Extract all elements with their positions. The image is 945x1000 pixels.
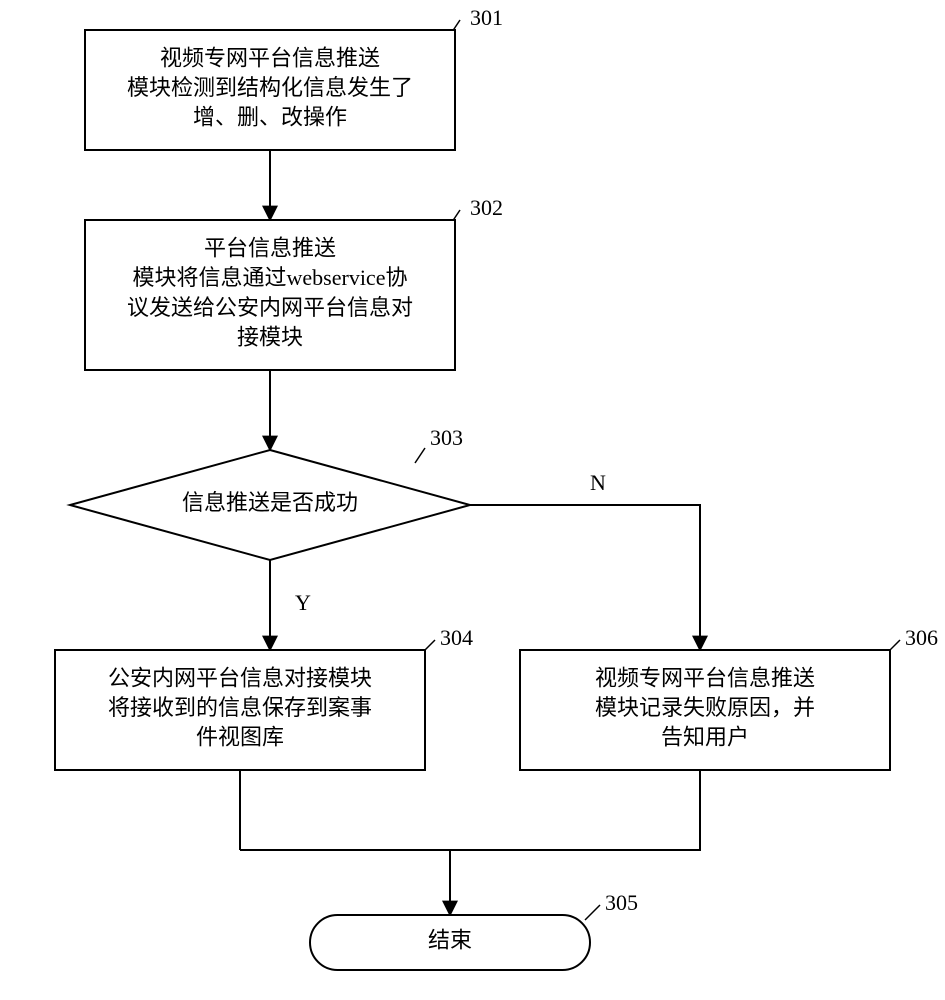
node-n301: 视频专网平台信息推送模块检测到结构化信息发生了增、删、改操作 301 [85, 5, 503, 150]
node-text: 结束 [428, 928, 472, 953]
node-n305: 结束 305 [310, 890, 638, 970]
node-text: 告知用户 [661, 725, 749, 750]
node-n304: 公安内网平台信息对接模块将接收到的信息保存到案事件视图库 304 [55, 625, 473, 770]
edge-label: N [590, 470, 606, 495]
node-text: 模块检测到结构化信息发生了 [127, 75, 413, 100]
node-text: 将接收到的信息保存到案事 [108, 695, 372, 720]
node-text: 增、删、改操作 [193, 105, 347, 130]
node-text: 议发送给公安内网平台信息对 [127, 295, 413, 320]
node-id-label: 301 [470, 5, 503, 30]
node-id-label: 304 [440, 625, 473, 650]
node-n306: 视频专网平台信息推送模块记录失败原因，并告知用户 306 [520, 625, 938, 770]
node-text: 平台信息推送 [204, 235, 336, 260]
node-text: 模块记录失败原因，并 [595, 695, 815, 720]
node-id-label: 306 [905, 625, 938, 650]
node-text: 模块将信息通过webservice协 [133, 265, 408, 290]
edge-label: Y [295, 590, 311, 615]
node-text: 件视图库 [196, 725, 284, 750]
node-text: 信息推送是否成功 [182, 490, 358, 515]
node-text: 接模块 [237, 325, 303, 350]
node-text: 视频专网平台信息推送 [160, 45, 380, 70]
node-id-label: 302 [470, 195, 503, 220]
node-id-label: 305 [605, 890, 638, 915]
node-n302: 平台信息推送模块将信息通过webservice协议发送给公安内网平台信息对接模块… [85, 195, 503, 370]
node-text: 公安内网平台信息对接模块 [108, 665, 372, 690]
node-id-label: 303 [430, 425, 463, 450]
node-text: 视频专网平台信息推送 [595, 665, 815, 690]
